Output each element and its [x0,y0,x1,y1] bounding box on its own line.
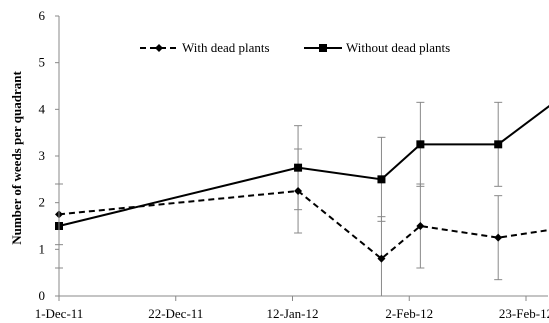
y-tick-label: 3 [39,148,46,163]
diamond-marker [416,222,425,230]
series-markers-layer [55,140,503,263]
y-tick-label: 6 [39,8,46,23]
series-line-0 [58,189,549,260]
x-tick-label: 23-Feb-12 [499,306,549,321]
series-lines-layer [58,105,549,260]
x-tick-label: 12-Jan-12 [267,306,319,321]
square-marker [294,163,303,172]
y-tick-label: 4 [39,101,46,116]
square-marker [494,140,503,149]
y-tick-label: 1 [39,241,46,256]
x-tick-label: 2-Feb-12 [385,306,433,321]
x-tick-label: 1-Dec-11 [35,306,84,321]
legend-item-1: Without dead plants [304,40,450,55]
axes-layer: 0 1 2 3 4 5 6 1-Dec-11 22-Dec-11 12-Jan-12 2-Feb-1… [35,8,549,321]
square-marker [377,175,386,184]
legend: With dead plants Without dead plants [140,40,450,55]
legend-item-0: With dead plants [140,40,270,55]
square-marker [416,140,425,149]
y-tick-label: 0 [39,288,46,303]
x-tick-label: 22-Dec-11 [148,306,203,321]
series-line-1 [58,105,549,227]
diamond-marker [294,187,303,195]
y-tick-label: 5 [39,55,46,70]
legend-label: Without dead plants [346,40,450,55]
y-axis-title: Number of weeds per quadrant [9,71,24,245]
legend-label: With dead plants [182,40,270,55]
diamond-marker [494,233,503,242]
y-tick-label: 2 [39,195,46,210]
diamond-marker [377,254,386,263]
